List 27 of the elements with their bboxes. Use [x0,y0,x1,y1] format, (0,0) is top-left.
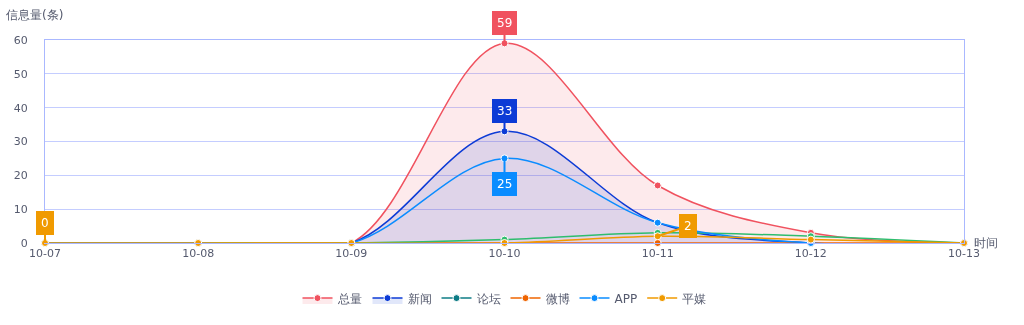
annotation: 2 [684,219,692,233]
y-tick-label: 60 [13,33,28,47]
legend-label: 论坛 [476,291,501,306]
legend-label: 微博 [545,291,570,306]
x-tick-label: 10-12 [794,247,827,261]
x-tick-label: 10-08 [182,247,215,261]
y-tick-label: 10 [13,203,28,217]
annotation: 0 [41,216,49,230]
y-tick-label: 40 [13,101,28,115]
y-tick-label: 0 [20,236,28,250]
legend-label: 新闻 [407,291,432,306]
x-tick-label: 10-07 [29,247,61,261]
x-tick-label: 10-09 [335,247,368,261]
y-axis-title: 信息量(条) [6,8,64,22]
annotation: 59 [497,16,513,30]
annotation: 33 [497,104,513,118]
x-tick-label: 10-10 [488,247,521,261]
x-axis-title: 时间 [974,236,998,250]
y-tick-label: 50 [13,67,28,81]
y-tick-label: 30 [13,135,28,149]
legend-label: 平媒 [682,291,707,306]
annotation: 25 [497,177,513,191]
x-tick-label: 10-13 [948,247,980,261]
x-tick-label: 10-11 [641,247,674,261]
legend-label: APP [614,291,638,306]
legend-label: 总量 [336,291,362,306]
y-tick-label: 20 [13,169,28,183]
